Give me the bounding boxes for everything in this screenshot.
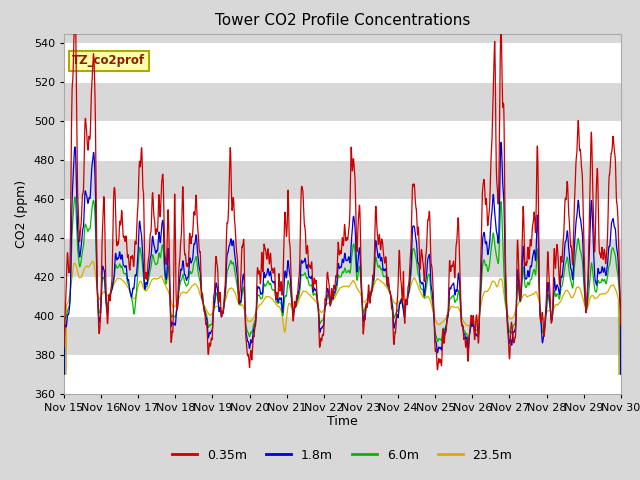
0.35m <box>616 305 624 311</box>
0.35m <box>499 104 507 110</box>
1.8m <box>436 345 444 350</box>
X-axis label: Time: Time <box>327 415 358 429</box>
Title: Tower CO2 Profile Concentrations: Tower CO2 Profile Concentrations <box>214 13 470 28</box>
Bar <box>64 199 621 238</box>
6.0m <box>60 371 68 377</box>
1.8m <box>616 301 624 307</box>
0.35m <box>434 367 442 372</box>
0.35m <box>617 322 625 328</box>
0.35m <box>322 297 330 303</box>
23.5m <box>616 371 624 377</box>
23.5m <box>467 320 475 326</box>
Line: 6.0m: 6.0m <box>64 197 621 374</box>
6.0m <box>161 263 168 268</box>
6.0m <box>322 302 330 308</box>
Line: 0.35m: 0.35m <box>64 34 621 370</box>
Bar <box>64 121 621 160</box>
1.8m <box>60 371 68 377</box>
6.0m <box>436 336 444 342</box>
1.8m <box>499 182 507 188</box>
Line: 1.8m: 1.8m <box>64 143 621 374</box>
Line: 23.5m: 23.5m <box>64 261 621 374</box>
23.5m <box>617 371 625 377</box>
6.0m <box>499 244 507 250</box>
Bar <box>64 43 621 82</box>
23.5m <box>161 280 168 286</box>
Bar <box>64 355 621 394</box>
Bar <box>64 277 621 316</box>
1.8m <box>322 303 330 309</box>
Text: TZ_co2prof: TZ_co2prof <box>72 54 145 67</box>
23.5m <box>60 371 68 377</box>
0.35m <box>436 357 444 363</box>
23.5m <box>499 282 507 288</box>
0.35m <box>161 228 168 233</box>
Legend: 0.35m, 1.8m, 6.0m, 23.5m: 0.35m, 1.8m, 6.0m, 23.5m <box>167 444 518 467</box>
1.8m <box>160 244 168 250</box>
23.5m <box>436 321 444 327</box>
0.35m <box>60 345 68 351</box>
6.0m <box>467 322 475 328</box>
1.8m <box>497 140 505 145</box>
23.5m <box>89 258 97 264</box>
1.8m <box>617 371 625 377</box>
1.8m <box>467 321 475 327</box>
6.0m <box>617 371 625 377</box>
23.5m <box>322 303 330 309</box>
6.0m <box>616 302 624 308</box>
6.0m <box>71 194 79 200</box>
0.35m <box>70 31 78 36</box>
Y-axis label: CO2 (ppm): CO2 (ppm) <box>15 180 28 248</box>
0.35m <box>468 312 476 318</box>
